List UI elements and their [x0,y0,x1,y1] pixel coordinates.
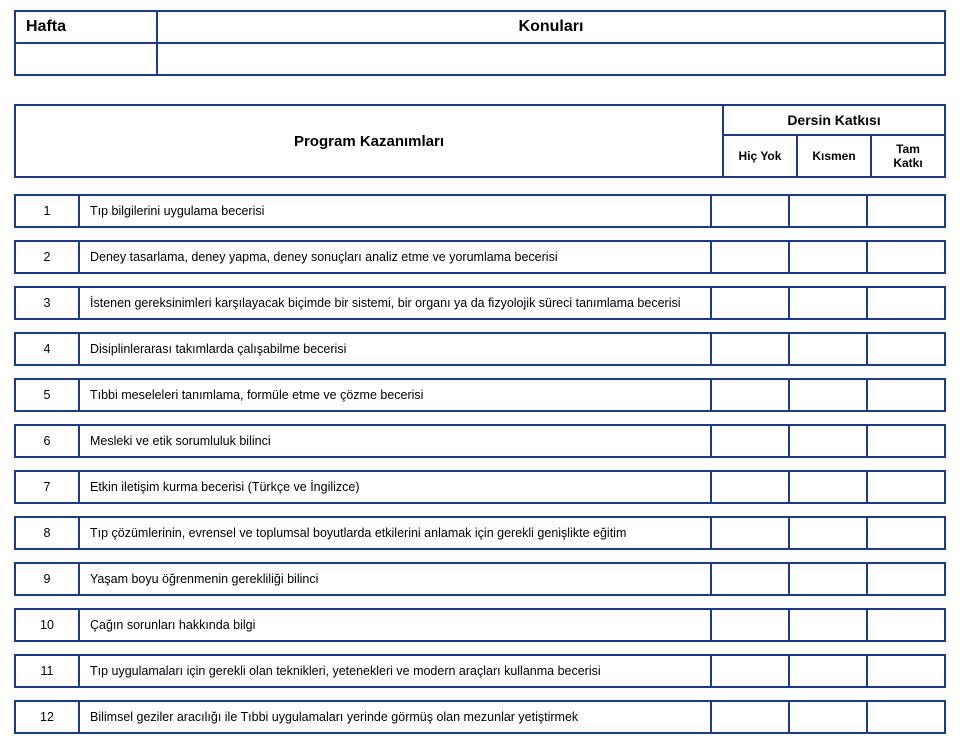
check-hic-yok[interactable] [711,655,789,687]
check-kismen[interactable] [789,563,867,595]
program-kazanimlari-title: Program Kazanımları [15,105,723,177]
check-hic-yok[interactable] [711,241,789,273]
check-tam-katki[interactable] [867,655,945,687]
kazanim-row: 7Etkin iletişim kurma becerisi (Türkçe v… [14,470,946,504]
kazanim-row: 5Tıbbi meseleleri tanımlama, formüle etm… [14,378,946,412]
hafta-label: Hafta [15,11,157,43]
check-kismen[interactable] [789,517,867,549]
kazanim-row: 8Tıp çözümlerinin, evrensel ve toplumsal… [14,516,946,550]
check-tam-katki[interactable] [867,287,945,319]
row-description: Tıp uygulamaları için gerekli olan tekni… [79,655,711,687]
check-tam-katki[interactable] [867,195,945,227]
row-description: Disiplinlerarası takımlarda çalışabilme … [79,333,711,365]
check-tam-katki[interactable] [867,333,945,365]
kazanim-row: 12Bilimsel geziler aracılığı ile Tıbbi u… [14,700,946,734]
check-hic-yok[interactable] [711,333,789,365]
row-description: Tıp çözümlerinin, evrensel ve toplumsal … [79,517,711,549]
check-kismen[interactable] [789,333,867,365]
kismen-label: Kısmen [797,135,871,177]
check-kismen[interactable] [789,241,867,273]
check-tam-katki[interactable] [867,609,945,641]
konular-label: Konuları [157,11,945,43]
tam-katki-label: Tam Katkı [871,135,945,177]
kazanim-row: 2Deney tasarlama, deney yapma, deney son… [14,240,946,274]
hic-yok-label: Hiç Yok [723,135,797,177]
kazanim-row: 1Tıp bilgilerini uygulama becerisi [14,194,946,228]
check-kismen[interactable] [789,471,867,503]
kazanim-row: 11Tıp uygulamaları için gerekli olan tek… [14,654,946,688]
row-number: 3 [15,287,79,319]
check-tam-katki[interactable] [867,517,945,549]
dersin-katkisi-title: Dersin Katkısı [723,105,945,135]
check-kismen[interactable] [789,425,867,457]
row-number: 7 [15,471,79,503]
check-kismen[interactable] [789,379,867,411]
hafta-empty-2 [157,43,945,75]
hafta-empty-1 [15,43,157,75]
hafta-konulari-table: Hafta Konuları [14,10,946,76]
row-description: Tıbbi meseleleri tanımlama, formüle etme… [79,379,711,411]
row-description: Yaşam boyu öğrenmenin gerekliliği bilinc… [79,563,711,595]
row-number: 8 [15,517,79,549]
kazanim-row: 9Yaşam boyu öğrenmenin gerekliliği bilin… [14,562,946,596]
check-tam-katki[interactable] [867,425,945,457]
row-description: Tıp bilgilerini uygulama becerisi [79,195,711,227]
row-number: 5 [15,379,79,411]
row-description: Etkin iletişim kurma becerisi (Türkçe ve… [79,471,711,503]
check-tam-katki[interactable] [867,563,945,595]
check-hic-yok[interactable] [711,701,789,733]
row-number: 1 [15,195,79,227]
check-tam-katki[interactable] [867,379,945,411]
check-hic-yok[interactable] [711,379,789,411]
check-hic-yok[interactable] [711,425,789,457]
check-kismen[interactable] [789,609,867,641]
kazanim-row: 4Disiplinlerarası takımlarda çalışabilme… [14,332,946,366]
check-tam-katki[interactable] [867,701,945,733]
kazanim-rows: 1Tıp bilgilerini uygulama becerisi2Deney… [14,194,946,734]
row-description: Deney tasarlama, deney yapma, deney sonu… [79,241,711,273]
row-number: 11 [15,655,79,687]
row-description: İstenen gereksinimleri karşılayacak biçi… [79,287,711,319]
check-hic-yok[interactable] [711,609,789,641]
check-hic-yok[interactable] [711,563,789,595]
row-description: Mesleki ve etik sorumluluk bilinci [79,425,711,457]
check-hic-yok[interactable] [711,471,789,503]
row-number: 2 [15,241,79,273]
row-description: Çağın sorunları hakkında bilgi [79,609,711,641]
check-kismen[interactable] [789,195,867,227]
check-kismen[interactable] [789,287,867,319]
row-description: Bilimsel geziler aracılığı ile Tıbbi uyg… [79,701,711,733]
check-hic-yok[interactable] [711,195,789,227]
row-number: 6 [15,425,79,457]
kazanim-row: 6Mesleki ve etik sorumluluk bilinci [14,424,946,458]
check-hic-yok[interactable] [711,517,789,549]
row-number: 10 [15,609,79,641]
check-tam-katki[interactable] [867,241,945,273]
check-tam-katki[interactable] [867,471,945,503]
kazanim-row: 3İstenen gereksinimleri karşılayacak biç… [14,286,946,320]
kazanim-header-table: Program Kazanımları Dersin Katkısı Hiç Y… [14,104,946,178]
row-number: 4 [15,333,79,365]
kazanim-row: 10Çağın sorunları hakkında bilgi [14,608,946,642]
row-number: 12 [15,701,79,733]
check-kismen[interactable] [789,655,867,687]
check-kismen[interactable] [789,701,867,733]
check-hic-yok[interactable] [711,287,789,319]
row-number: 9 [15,563,79,595]
